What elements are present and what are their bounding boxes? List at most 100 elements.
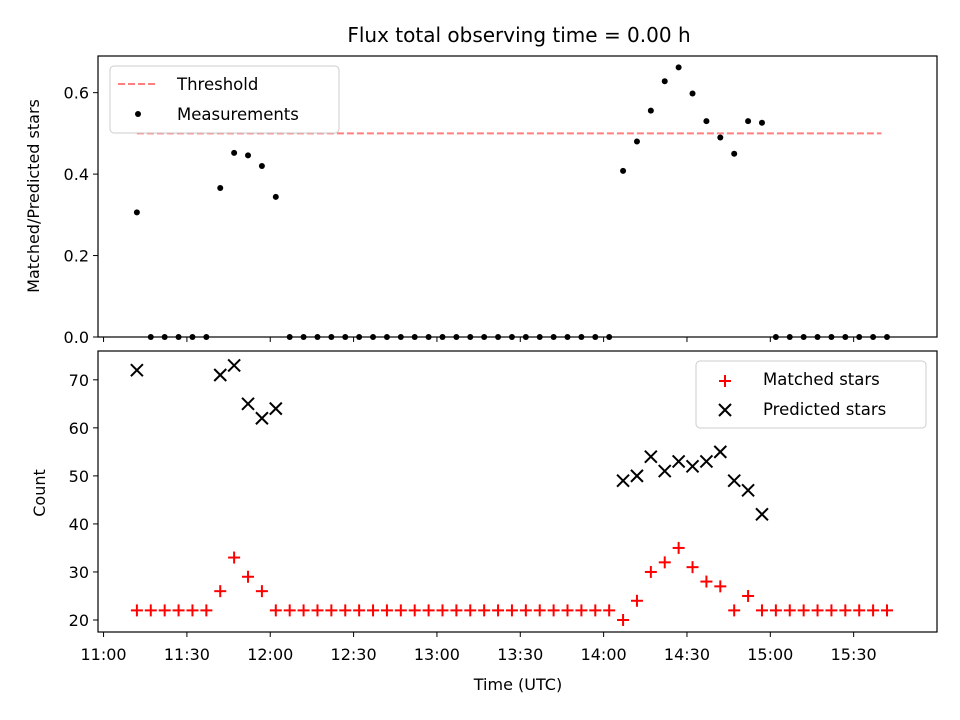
matched-star-point bbox=[617, 613, 630, 626]
top-y-tick-label: 0.2 bbox=[64, 247, 89, 266]
top-y-tick-label: 0.0 bbox=[64, 328, 89, 347]
measurement-point bbox=[661, 78, 668, 85]
measurement-point bbox=[258, 162, 265, 169]
measurement-point bbox=[620, 167, 627, 174]
matched-star-point bbox=[714, 580, 727, 593]
matched-star-point bbox=[172, 604, 185, 617]
bottom-x-tick-label: 11:00 bbox=[81, 645, 127, 664]
matched-star-point bbox=[325, 604, 338, 617]
matched-star-point bbox=[367, 604, 380, 617]
measurement-point bbox=[675, 64, 682, 71]
measurement-point bbox=[703, 118, 710, 125]
measurement-point bbox=[217, 184, 224, 191]
matched-star-point bbox=[464, 604, 477, 617]
bottom-y-tick-label: 60 bbox=[69, 419, 89, 438]
matched-star-point bbox=[769, 604, 782, 617]
bottom-y-tick-label: 40 bbox=[69, 515, 89, 534]
matched-star-point bbox=[589, 604, 602, 617]
matched-star-point bbox=[186, 604, 199, 617]
top-legend: Threshold Measurements bbox=[109, 65, 340, 134]
matched-star-point bbox=[644, 565, 657, 578]
matched-star-point bbox=[269, 604, 282, 617]
measurement-point bbox=[133, 209, 140, 216]
bottom-y-axis-label: Count bbox=[30, 469, 49, 517]
matched-star-point bbox=[436, 604, 449, 617]
predicted-star-point bbox=[658, 464, 672, 478]
matched-star-point bbox=[867, 604, 880, 617]
matched-star-point bbox=[700, 575, 713, 588]
measurement-point bbox=[758, 119, 765, 126]
matched-star-point bbox=[797, 604, 810, 617]
matched-star-point bbox=[783, 604, 796, 617]
legend-predicted-marker bbox=[718, 403, 732, 417]
predicted-star-point bbox=[644, 449, 658, 464]
matched-star-point bbox=[450, 604, 463, 617]
matched-star-point bbox=[255, 585, 268, 598]
bottom-x-tick-label: 12:30 bbox=[331, 645, 377, 664]
top-axes-frame bbox=[97, 55, 938, 338]
matched-star-point bbox=[478, 604, 491, 617]
matched-star-point bbox=[130, 604, 143, 617]
matched-star-point bbox=[728, 604, 741, 617]
matched-star-point bbox=[311, 604, 324, 617]
bottom-x-tick-label: 15:00 bbox=[747, 645, 793, 664]
top-y-tick-label: 0.6 bbox=[64, 84, 89, 103]
matched-star-point bbox=[742, 589, 755, 602]
predicted-star-point bbox=[213, 368, 227, 382]
legend-measurements-label: Measurements bbox=[177, 105, 299, 124]
bottom-x-tick-label: 11:30 bbox=[164, 645, 210, 664]
predicted-star-point bbox=[699, 454, 714, 469]
bottom-legend: Matched stars Predicted stars bbox=[695, 360, 927, 429]
predicted-star-point bbox=[130, 363, 144, 377]
top-legend-frame bbox=[109, 65, 340, 134]
matched-star-point bbox=[297, 604, 310, 617]
measurement-point bbox=[245, 152, 252, 159]
matched-star-point bbox=[880, 604, 893, 617]
x-axis-label: Time (UTC) bbox=[473, 675, 562, 694]
bottom-axes-frame bbox=[97, 350, 938, 633]
legend-threshold-label: Threshold bbox=[176, 75, 258, 94]
predicted-star-point bbox=[713, 445, 728, 459]
bottom-x-tick-label: 15:30 bbox=[831, 645, 877, 664]
bottom-panel: 20 30 40 50 60 70 11:00 11:30 12:00 12:30 13:00 13:… bbox=[30, 350, 938, 694]
matched-star-point bbox=[408, 604, 421, 617]
predicted-star-point bbox=[755, 507, 769, 522]
predicted-star-point bbox=[741, 483, 755, 498]
legend-measurements-marker bbox=[135, 111, 141, 117]
legend-predicted-label: Predicted stars bbox=[763, 400, 886, 419]
matched-star-point bbox=[339, 604, 352, 617]
matched-star-point bbox=[394, 604, 407, 617]
matched-star-point bbox=[686, 561, 699, 574]
predicted-star-point bbox=[227, 358, 241, 373]
measurement-point bbox=[717, 134, 724, 141]
matched-star-point bbox=[492, 604, 505, 617]
bottom-y-tick-label: 20 bbox=[69, 611, 89, 630]
bottom-legend-frame bbox=[695, 360, 927, 429]
matched-star-point bbox=[630, 594, 643, 607]
matched-star-point bbox=[380, 604, 393, 617]
measurement-point bbox=[745, 118, 752, 125]
matched-star-point bbox=[214, 585, 227, 598]
bottom-y-tick-label: 70 bbox=[69, 371, 89, 390]
matched-star-point bbox=[353, 604, 366, 617]
matched-star-point bbox=[228, 551, 241, 564]
matched-star-point bbox=[519, 604, 532, 617]
predicted-star-point bbox=[671, 454, 686, 469]
matched-star-point bbox=[839, 604, 852, 617]
top-y-tick-label: 0.4 bbox=[64, 165, 89, 184]
matched-star-point bbox=[283, 604, 296, 617]
matched-star-point bbox=[200, 604, 213, 617]
predicted-star-point bbox=[630, 469, 644, 483]
predicted-star-point bbox=[727, 473, 741, 488]
bottom-x-tick-label: 13:00 bbox=[414, 645, 460, 664]
measurement-point bbox=[647, 107, 654, 114]
measurement-point bbox=[272, 193, 279, 200]
predicted-star-point bbox=[241, 397, 255, 411]
predicted-star-point bbox=[255, 411, 269, 425]
matched-star-point bbox=[658, 556, 671, 569]
predicted-star-point bbox=[685, 459, 700, 473]
bottom-y-tick-label: 50 bbox=[69, 467, 89, 486]
bottom-x-tick-label: 14:30 bbox=[664, 645, 710, 664]
predicted-star-point bbox=[616, 473, 630, 488]
matched-star-point bbox=[853, 604, 866, 617]
